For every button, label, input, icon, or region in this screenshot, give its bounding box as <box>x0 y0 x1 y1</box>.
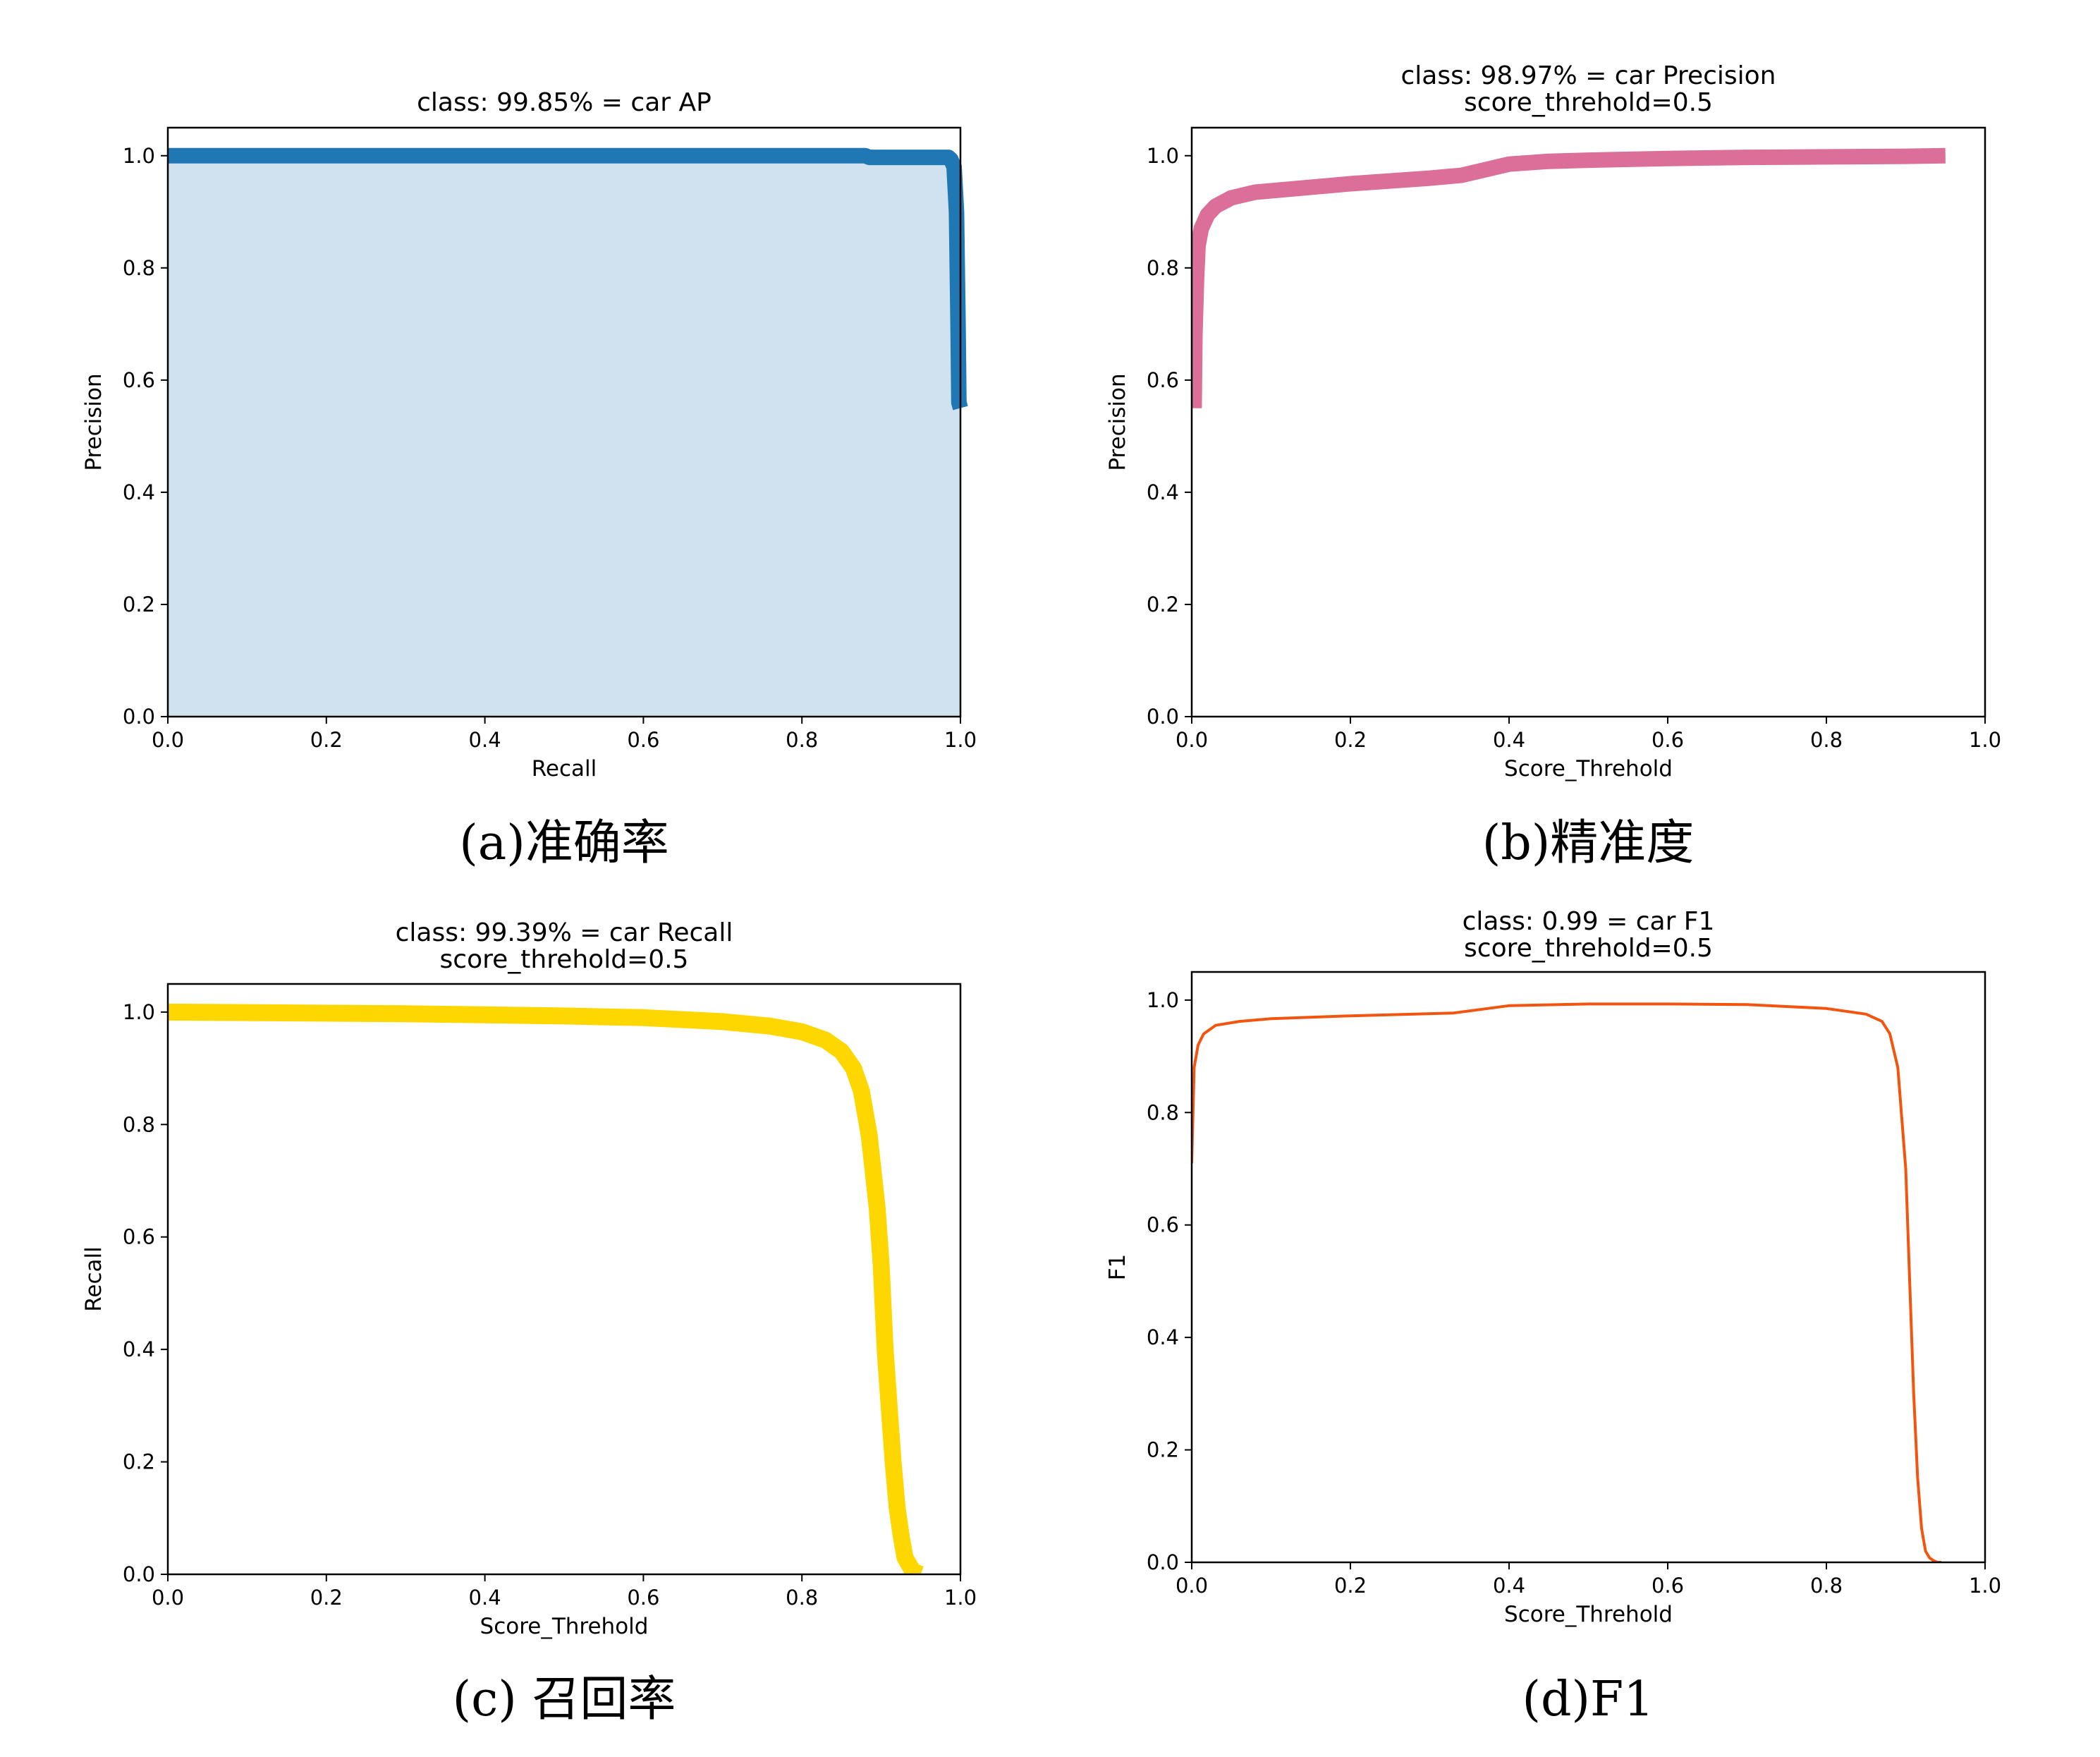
y-tick-label: 0.2 <box>1147 1438 1179 1462</box>
x-tick-label: 0.0 <box>152 1586 184 1610</box>
x-tick-label: 0.4 <box>469 728 501 752</box>
panel-caption: (a)准确率 <box>459 815 669 871</box>
chart-title-line: score_threhold=0.5 <box>440 945 689 974</box>
y-axis-label: Recall <box>81 1246 106 1312</box>
x-tick-label: 0.0 <box>1176 728 1208 752</box>
panel-caption: (d)F1 <box>1522 1672 1654 1727</box>
series-line <box>168 1003 924 1574</box>
axes-frame <box>166 983 962 1576</box>
x-tick-label: 1.0 <box>1969 1574 2001 1598</box>
y-tick-label: 0.0 <box>123 705 155 729</box>
y-tick-label: 0.4 <box>1147 480 1179 504</box>
x-tick-label: 0.6 <box>1652 1574 1684 1598</box>
chart-title-line: score_threhold=0.5 <box>1464 934 1713 963</box>
chart-title-line: class: 99.39% = car Recall <box>396 918 733 947</box>
y-axis-label: Precision <box>1105 373 1130 470</box>
x-tick-label: 0.8 <box>786 1586 818 1610</box>
chart-title-line: score_threhold=0.5 <box>1464 88 1713 117</box>
chart-panel-c: 0.0 0.2 0.4 0.6 0.8 1.0 0.0 0.2 0.4 0.6 0.8 1.0 Scor… <box>81 918 977 1727</box>
chart-panel-d: 0.0 0.2 0.4 0.6 0.8 1.0 0.0 0.2 0.4 0.6 0.8 1.0 Scor… <box>1105 907 2001 1727</box>
x-tick-label: 0.2 <box>1334 728 1367 752</box>
panel-caption: (b)精准度 <box>1482 815 1695 871</box>
chart-title-line: class: 98.97% = car Precision <box>1401 61 1776 90</box>
x-tick-label: 0.8 <box>1810 1574 1843 1598</box>
x-tick-label: 0.6 <box>627 1586 659 1610</box>
x-tick-label: 0.6 <box>1652 728 1684 752</box>
y-tick-label: 0.4 <box>1147 1325 1179 1349</box>
y-tick-label: 0.2 <box>123 592 155 616</box>
y-tick-label: 0.6 <box>123 368 155 392</box>
y-tick-label: 0.0 <box>1147 705 1179 729</box>
series-line <box>168 147 968 411</box>
x-tick-label: 1.0 <box>944 1586 977 1610</box>
chart-title-line: class: 0.99 = car F1 <box>1463 907 1715 936</box>
x-tick-label: 0.2 <box>310 1586 343 1610</box>
x-tick-label: 0.4 <box>1493 728 1525 752</box>
chart-panel-a: 0.0 0.2 0.4 0.6 0.8 1.0 0.0 0.2 0.4 0.6 0.8 1.0 Reca… <box>81 88 977 871</box>
y-tick-label: 1.0 <box>1147 144 1179 168</box>
axes-frame <box>1190 126 1986 718</box>
axes-frame <box>1190 971 1986 1564</box>
x-tick-label: 0.0 <box>152 728 184 752</box>
x-tick-label: 0.4 <box>469 1586 501 1610</box>
y-axis-label: Precision <box>81 373 106 470</box>
series-line <box>1192 147 1946 408</box>
y-axis-label: F1 <box>1105 1254 1130 1281</box>
y-tick-label: 1.0 <box>1147 988 1179 1012</box>
x-tick-label: 0.2 <box>310 728 343 752</box>
chart-title-line: class: 99.85% = car AP <box>417 88 712 117</box>
x-tick-label: 0.2 <box>1334 1574 1367 1598</box>
y-tick-label: 0.0 <box>1147 1550 1179 1574</box>
y-tick-label: 0.8 <box>123 256 155 280</box>
x-axis-label: Recall <box>532 756 597 782</box>
y-tick-label: 0.0 <box>123 1562 155 1586</box>
chart-panel-b: 0.0 0.2 0.4 0.6 0.8 1.0 0.0 0.2 0.4 0.6 0.8 1.0 Scor… <box>1105 61 2001 871</box>
x-tick-label: 0.8 <box>786 728 818 752</box>
y-tick-label: 0.2 <box>1147 592 1179 616</box>
y-tick-label: 0.8 <box>1147 1100 1179 1124</box>
y-tick-label: 1.0 <box>123 144 155 168</box>
x-axis-label: Score_Threhold <box>1504 1602 1673 1627</box>
x-axis-label: Score_Threhold <box>1504 756 1673 782</box>
y-tick-label: 0.6 <box>123 1225 155 1249</box>
x-tick-label: 1.0 <box>944 728 977 752</box>
y-tick-label: 0.6 <box>1147 368 1179 392</box>
series-fill-area <box>168 155 960 717</box>
panel-caption: (c) 召回率 <box>453 1672 676 1727</box>
x-tick-label: 0.8 <box>1810 728 1843 752</box>
x-tick-label: 0.6 <box>627 728 659 752</box>
y-tick-label: 0.2 <box>123 1450 155 1474</box>
y-tick-label: 0.8 <box>1147 256 1179 280</box>
y-tick-label: 0.8 <box>123 1112 155 1136</box>
y-tick-label: 0.6 <box>1147 1213 1179 1237</box>
x-tick-label: 0.0 <box>1176 1574 1208 1598</box>
axes-frame <box>166 126 962 718</box>
y-tick-label: 0.4 <box>123 1337 155 1361</box>
y-tick-label: 0.4 <box>123 480 155 504</box>
x-tick-label: 1.0 <box>1969 728 2001 752</box>
x-tick-label: 0.4 <box>1493 1574 1525 1598</box>
x-axis-label: Score_Threhold <box>480 1614 649 1639</box>
y-tick-label: 1.0 <box>123 1000 155 1024</box>
series-line <box>1192 1002 1942 1562</box>
